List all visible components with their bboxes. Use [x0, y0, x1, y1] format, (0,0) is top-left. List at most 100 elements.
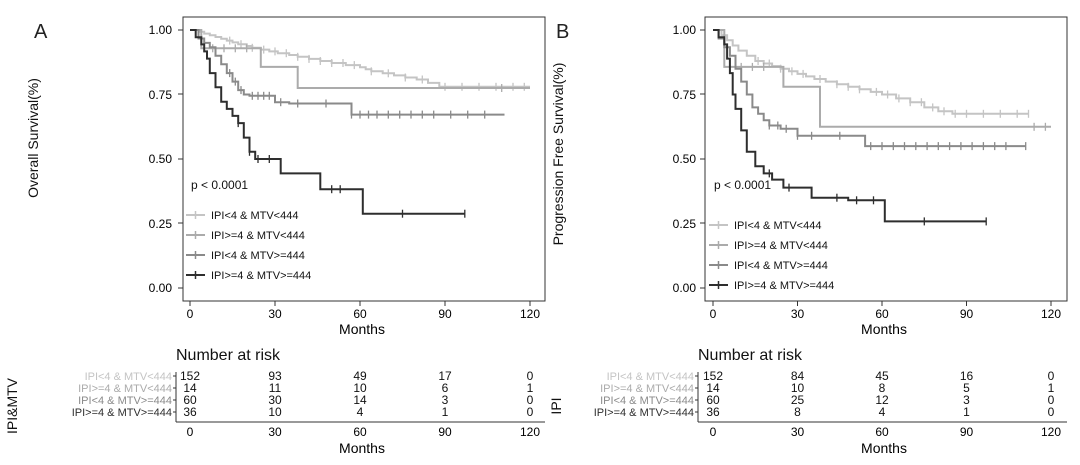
risk-count: 8: [879, 381, 886, 395]
risk-ylabel-b: IPI: [548, 397, 564, 414]
survival-curve: [713, 29, 987, 223]
legend-label: IPI>=4 & MTV>=444: [211, 270, 311, 282]
y-tick-label: 0.50: [149, 152, 173, 166]
x-axis-title-a: Months: [339, 321, 385, 337]
panel-b: B Progression Free Survival(%) 0.00 0.25…: [548, 16, 1068, 456]
y-tick-label: 0.50: [673, 152, 697, 166]
risk-count: 5: [963, 381, 970, 395]
risk-count: 0: [527, 405, 534, 419]
x-tick-label: 90: [438, 307, 452, 321]
panel-letter-b: B: [556, 21, 569, 43]
risk-x-ticks-a: 0 30 60 90 120: [187, 425, 541, 439]
risk-table-a: IPI<4 & MTV<444 152 93 49 17 0 IPI>=4 & MTV<44…: [72, 369, 534, 419]
x-tick-label: 30: [268, 307, 282, 321]
risk-count: 10: [268, 405, 282, 419]
panel-a: A Overall Survival(%) 0.00 0.25 0.50 0.7…: [4, 16, 546, 456]
y-tick-label: 0.75: [149, 88, 173, 102]
risk-x-tick-label: 60: [353, 425, 367, 439]
x-ticks-b: 0 30 60 90 120: [710, 301, 1061, 321]
risk-count: 60: [706, 393, 720, 407]
risk-count: 14: [706, 381, 720, 395]
legend-b: IPI<4 & MTV<444 IPI>=4 & MTV<444 IPI<4 &…: [709, 220, 834, 292]
x-tick-label: 60: [875, 307, 889, 321]
risk-x-tick-label: 30: [268, 425, 282, 439]
risk-x-tick-label: 0: [710, 425, 717, 439]
risk-row-label: IPI>=4 & MTV>=444: [594, 407, 694, 419]
y-ticks-a: 0.00 0.25 0.50 0.75 1.00: [149, 23, 183, 295]
risk-title-a: Number at risk: [176, 347, 281, 364]
x-axis-title-b: Months: [861, 321, 907, 337]
risk-count: 0: [527, 393, 534, 407]
survival-curve: [190, 29, 530, 88]
risk-count: 36: [183, 405, 197, 419]
legend-label: IPI<4 & MTV<444: [211, 210, 298, 222]
risk-count: 0: [1048, 405, 1055, 419]
risk-row-label: IPI>=4 & MTV<444: [78, 383, 172, 395]
survival-curve: [190, 29, 465, 215]
x-tick-label: 30: [791, 307, 805, 321]
risk-count: 14: [353, 393, 367, 407]
risk-count: 10: [353, 381, 367, 395]
risk-count: 60: [183, 393, 197, 407]
risk-count: 3: [963, 393, 970, 407]
risk-count: 0: [1048, 393, 1055, 407]
risk-count: 36: [706, 405, 720, 419]
risk-count: 0: [1048, 369, 1055, 383]
y-axis-title-b: Progression Free Survival(%): [550, 63, 566, 246]
risk-count: 30: [268, 393, 282, 407]
risk-row-label: IPI<4 & MTV>=444: [600, 395, 694, 407]
legend-label: IPI<4 & MTV>=444: [211, 250, 305, 262]
risk-x-ticks-b: 0 30 60 90 120: [710, 425, 1062, 439]
risk-count: 152: [180, 369, 200, 383]
x-tick-label: 90: [960, 307, 974, 321]
risk-x-tick-label: 120: [1041, 425, 1061, 439]
y-ticks-b: 0.00 0.25 0.50 0.75 1.00: [673, 23, 705, 295]
risk-x-tick-label: 120: [520, 425, 540, 439]
panel-letter-a: A: [34, 21, 48, 43]
risk-xlabel-a: Months: [339, 440, 385, 456]
curves-a: [190, 29, 530, 218]
risk-row-label: IPI>=4 & MTV<444: [600, 383, 694, 395]
legend-label: IPI>=4 & MTV<444: [211, 230, 305, 242]
risk-x-tick-label: 90: [960, 425, 974, 439]
survival-curve: [713, 29, 1026, 148]
x-tick-label: 120: [1041, 307, 1061, 321]
risk-count: 12: [875, 393, 889, 407]
risk-count: 1: [963, 405, 970, 419]
y-tick-label: 0.00: [673, 281, 697, 295]
risk-xlabel-b: Months: [861, 440, 907, 456]
risk-count: 11: [269, 381, 282, 395]
risk-count: 93: [268, 369, 282, 383]
p-value-a: p < 0.0001: [191, 178, 248, 192]
risk-count: 8: [794, 405, 801, 419]
risk-count: 0: [527, 369, 534, 383]
risk-count: 6: [442, 381, 449, 395]
x-tick-label: 120: [520, 307, 540, 321]
y-tick-label: 0.75: [673, 88, 697, 102]
survival-curve: [713, 29, 1051, 128]
risk-count: 16: [960, 369, 974, 383]
risk-count: 1: [442, 405, 449, 419]
x-tick-label: 0: [710, 307, 717, 321]
risk-count: 45: [875, 369, 889, 383]
x-tick-label: 0: [187, 307, 194, 321]
risk-title-b: Number at risk: [698, 347, 803, 364]
survival-curve: [713, 29, 1029, 115]
risk-row-label: IPI>=4 & MTV>=444: [72, 407, 172, 419]
survival-curve: [190, 29, 530, 89]
y-tick-label: 1.00: [149, 23, 173, 37]
risk-count: 10: [791, 381, 805, 395]
risk-count: 17: [438, 369, 452, 383]
risk-row-label: IPI<4 & MTV>=444: [78, 395, 172, 407]
y-tick-label: 0.25: [673, 217, 697, 231]
risk-x-tick-label: 30: [791, 425, 805, 439]
risk-ylabel-a: IPI&MTV: [4, 377, 20, 434]
risk-count: 3: [442, 393, 449, 407]
legend-label: IPI>=4 & MTV<444: [734, 240, 828, 252]
y-tick-label: 1.00: [673, 23, 697, 37]
risk-x-tick-label: 60: [875, 425, 889, 439]
x-ticks-a: 0 30 60 90 120: [187, 301, 540, 321]
risk-count: 152: [703, 369, 723, 383]
risk-count: 4: [879, 405, 886, 419]
